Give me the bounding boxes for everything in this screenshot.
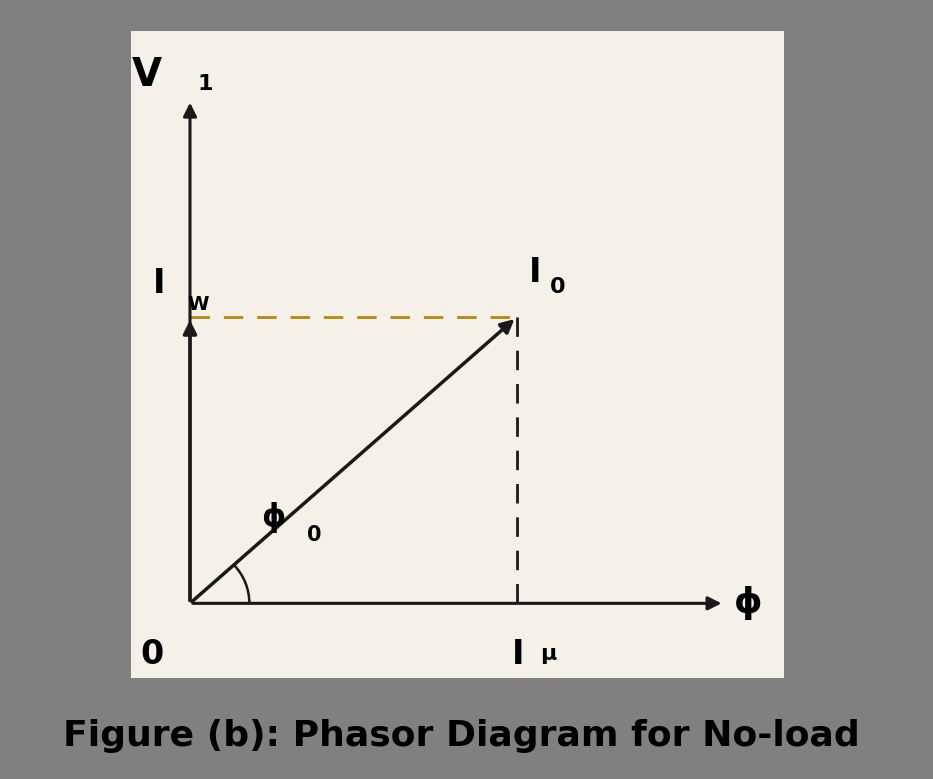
Text: $\mathbf{0}$: $\mathbf{0}$: [306, 525, 321, 545]
Text: Figure (b): Phasor Diagram for No-load: Figure (b): Phasor Diagram for No-load: [63, 719, 860, 753]
Text: $\mathbf{I}$: $\mathbf{I}$: [152, 267, 163, 300]
Text: $\mathbf{V}$: $\mathbf{V}$: [132, 56, 163, 94]
Text: $\mathbf{\phi}$: $\mathbf{\phi}$: [261, 500, 285, 535]
Text: $\mathbf{\phi}$: $\mathbf{\phi}$: [733, 584, 761, 622]
Text: $\mathbf{I}$: $\mathbf{I}$: [528, 256, 540, 289]
Text: $\mathbf{W}$: $\mathbf{W}$: [187, 295, 210, 315]
Text: $\mathbf{1}$: $\mathbf{1}$: [197, 74, 213, 94]
Text: $\mathbf{0}$: $\mathbf{0}$: [140, 638, 163, 671]
Text: $\mathbf{0}$: $\mathbf{0}$: [550, 277, 565, 298]
Text: $\mathbf{\mu}$: $\mathbf{\mu}$: [540, 647, 558, 666]
Text: $\mathbf{I}$: $\mathbf{I}$: [511, 638, 522, 671]
